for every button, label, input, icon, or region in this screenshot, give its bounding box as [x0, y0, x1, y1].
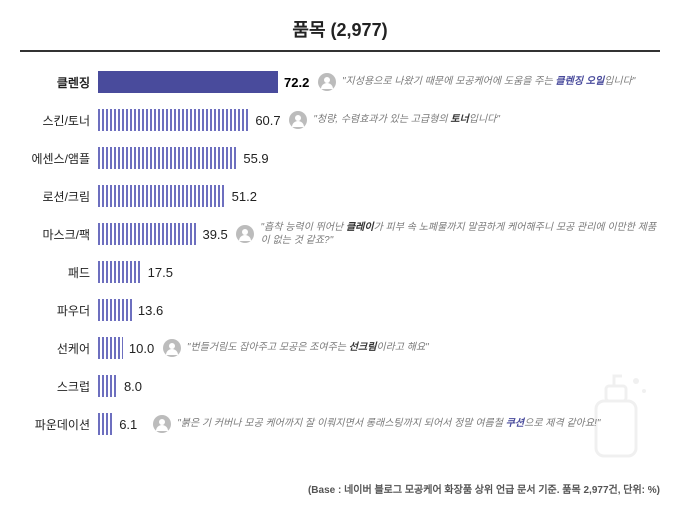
bar-track — [98, 147, 237, 169]
bar-track — [98, 413, 113, 435]
bar-row: 에센스/앰플 55.9 — [20, 146, 660, 170]
avatar-icon — [153, 415, 171, 433]
bar-track — [98, 299, 132, 321]
comment-text: "지성용으로 나왔기 때문에 모공케어에 도움을 주는 클렌징 오일입니다" — [342, 75, 635, 89]
bar-label: 로션/크림 — [20, 188, 98, 205]
avatar-icon — [236, 225, 254, 243]
bar-row: 스킨/토너 60.7 "청량, 수렴효과가 있는 고급형의 토너입니다" — [20, 108, 660, 132]
highlight-keyword: 클레이 — [346, 222, 374, 233]
comment-text: "붉은 기 커버나 모공 케어까지 잘 이뤄지면서 롱래스팅까지 되어서 정말 … — [177, 417, 600, 431]
bar-label: 에센스/앰플 — [20, 150, 98, 167]
highlight-keyword: 선크림 — [349, 342, 377, 353]
bar-comment: "흡착 능력이 뛰어난 클레이가 피부 속 노폐물까지 말끔하게 케어해주니 모… — [236, 221, 660, 248]
bar-value: 17.5 — [142, 265, 182, 280]
bar-value: 60.7 — [249, 113, 289, 128]
bar-row: 마스크/팩 39.5 "흡착 능력이 뛰어난 클레이가 피부 속 노폐물까지 말끔하… — [20, 222, 660, 246]
bar-comment: "붉은 기 커버나 모공 케어까지 잘 이뤄지면서 롱래스팅까지 되어서 정말 … — [153, 415, 660, 433]
bar-label: 스크럽 — [20, 378, 98, 395]
comment-text: "청량, 수렴효과가 있는 고급형의 토너입니다" — [313, 113, 500, 127]
bar-row: 클렌징 72.2 "지성용으로 나왔기 때문에 모공케어에 도움을 주는 클렌징 오… — [20, 70, 660, 94]
bar-row: 패드 17.5 — [20, 260, 660, 284]
chart-rows: 클렌징 72.2 "지성용으로 나왔기 때문에 모공케어에 도움을 주는 클렌징 오… — [20, 70, 660, 436]
bar-label: 파운데이션 — [20, 416, 98, 433]
bar-label: 스킨/토너 — [20, 112, 98, 129]
bar-row: 파운데이션 6.1 "붉은 기 커버나 모공 케어까지 잘 이뤄지면서 롱래스팅까지… — [20, 412, 660, 436]
highlight-keyword: 토너 — [450, 114, 468, 125]
bar-value: 8.0 — [118, 379, 158, 394]
chart-footer: (Base : 네이버 블로그 모공케어 화장품 상위 언급 문서 기준. 품목… — [308, 481, 660, 496]
bar-label: 패드 — [20, 264, 98, 281]
bar-track — [98, 375, 118, 397]
bar-fill — [98, 223, 196, 245]
bar-fill — [98, 261, 142, 283]
bar-fill — [98, 71, 278, 93]
bar-fill — [98, 185, 226, 207]
bar-comment: "지성용으로 나왔기 때문에 모공케어에 도움을 주는 클렌징 오일입니다" — [318, 73, 660, 91]
bar-value: 13.6 — [132, 303, 172, 318]
bar-fill — [98, 147, 237, 169]
bar-label: 선케어 — [20, 340, 98, 357]
bar-fill — [98, 109, 249, 131]
bar-comment: "청량, 수렴효과가 있는 고급형의 토너입니다" — [289, 111, 660, 129]
bar-row: 로션/크림 51.2 — [20, 184, 660, 208]
bar-value: 72.2 — [278, 75, 318, 90]
comment-text: "번들거림도 잡아주고 모공은 조여주는 선크림이라고 해요" — [187, 341, 429, 355]
bar-label: 마스크/팩 — [20, 226, 98, 243]
avatar-icon — [289, 111, 307, 129]
bar-track — [98, 71, 278, 93]
avatar-icon — [163, 339, 181, 357]
bar-value: 10.0 — [123, 341, 163, 356]
bar-fill — [98, 299, 132, 321]
bar-track — [98, 261, 142, 283]
bar-value: 39.5 — [196, 227, 236, 242]
bar-track — [98, 223, 196, 245]
bar-row: 파우더 13.6 — [20, 298, 660, 322]
bar-value: 6.1 — [113, 417, 153, 432]
bar-value: 55.9 — [237, 151, 277, 166]
bar-fill — [98, 375, 118, 397]
bar-track — [98, 337, 123, 359]
bar-label: 클렌징 — [20, 74, 98, 91]
avatar-icon — [318, 73, 336, 91]
chart-container: 품목 (2,977) 클렌징 72.2 "지성용으로 나왔기 때문에 모공케어에 도… — [0, 0, 680, 475]
bar-row: 선케어 10.0 "번들거림도 잡아주고 모공은 조여주는 선크림이라고 해요" — [20, 336, 660, 360]
bar-comment: "번들거림도 잡아주고 모공은 조여주는 선크림이라고 해요" — [163, 339, 660, 357]
comment-text: "흡착 능력이 뛰어난 클레이가 피부 속 노폐물까지 말끔하게 케어해주니 모… — [260, 221, 660, 248]
highlight-keyword: 클렌징 오일 — [555, 76, 604, 87]
bar-row: 스크럽 8.0 — [20, 374, 660, 398]
bar-label: 파우더 — [20, 302, 98, 319]
bar-fill — [98, 337, 123, 359]
bar-track — [98, 109, 249, 131]
bar-value: 51.2 — [226, 189, 266, 204]
bar-track — [98, 185, 226, 207]
chart-title: 품목 (2,977) — [20, 10, 660, 52]
bar-fill — [98, 413, 113, 435]
highlight-keyword: 쿠션 — [506, 418, 524, 429]
